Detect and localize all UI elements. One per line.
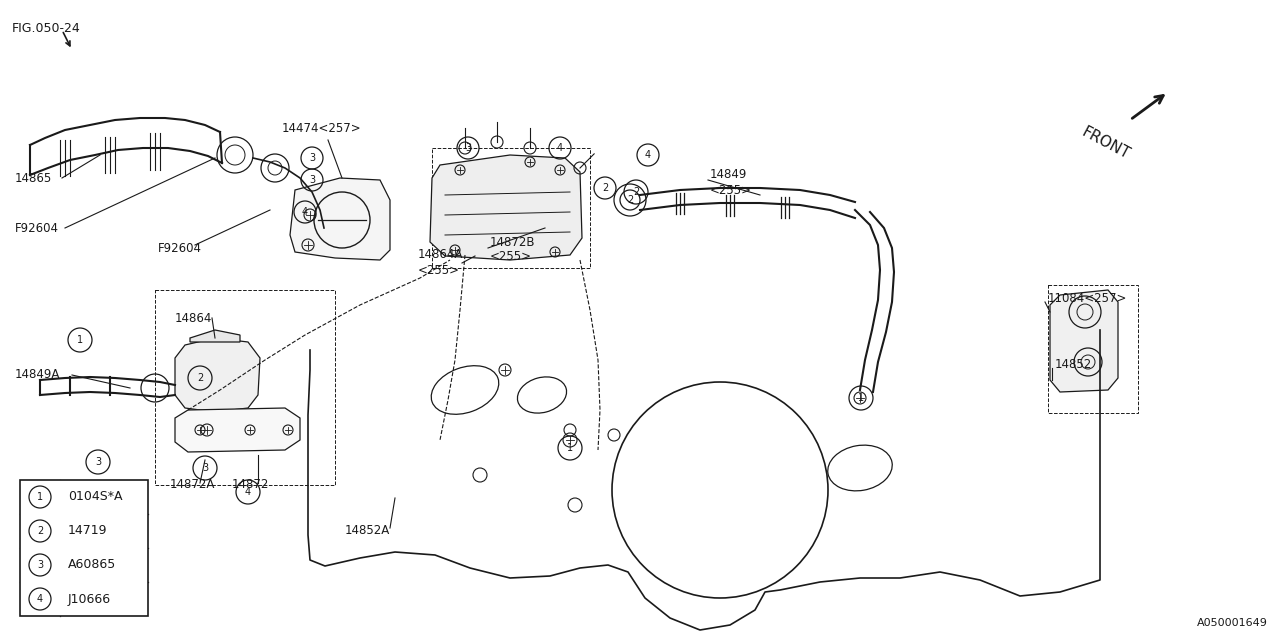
Text: 14872A: 14872A: [170, 479, 215, 492]
Text: 4: 4: [37, 594, 44, 604]
Text: FRONT: FRONT: [1079, 124, 1132, 162]
Text: 4: 4: [302, 207, 308, 217]
Text: <255>: <255>: [419, 264, 460, 276]
Text: 2: 2: [632, 187, 639, 197]
Polygon shape: [1050, 290, 1117, 392]
Text: 11084<257>: 11084<257>: [1048, 291, 1128, 305]
Text: 1: 1: [858, 393, 864, 403]
Text: F92604: F92604: [15, 221, 59, 234]
Bar: [155, 290, 335, 485]
Text: 3: 3: [95, 457, 101, 467]
Text: J10666: J10666: [68, 593, 111, 605]
Text: 14852: 14852: [1055, 358, 1092, 371]
Text: 2: 2: [602, 183, 608, 193]
Text: 14852A: 14852A: [346, 524, 390, 536]
Text: 14849: 14849: [710, 168, 748, 182]
Polygon shape: [291, 178, 390, 260]
Bar: [1048, 285, 1138, 413]
Text: 1: 1: [37, 492, 44, 502]
Text: A050001649: A050001649: [1197, 618, 1268, 628]
Polygon shape: [430, 155, 582, 260]
Text: 3: 3: [465, 143, 471, 153]
Polygon shape: [189, 330, 241, 342]
Text: 3: 3: [308, 175, 315, 185]
Text: 14864A: 14864A: [419, 248, 463, 262]
Text: 2: 2: [37, 526, 44, 536]
Text: <255>: <255>: [710, 184, 753, 196]
Text: 4: 4: [244, 487, 251, 497]
Text: 14865: 14865: [15, 172, 52, 184]
Text: 3: 3: [308, 153, 315, 163]
Text: 0104S*A: 0104S*A: [68, 490, 123, 504]
Polygon shape: [175, 338, 260, 412]
Text: <255>: <255>: [490, 250, 532, 264]
Text: 14849A: 14849A: [15, 369, 60, 381]
Text: 1: 1: [567, 443, 573, 453]
Text: 3: 3: [202, 463, 209, 473]
Text: 14474<257>: 14474<257>: [282, 122, 362, 134]
Text: 4: 4: [557, 143, 563, 153]
Bar: [433, 148, 590, 268]
Text: 14719: 14719: [68, 525, 108, 538]
Text: 1: 1: [77, 335, 83, 345]
Text: FIG.050-24: FIG.050-24: [12, 22, 81, 35]
Text: 14872B: 14872B: [490, 236, 535, 248]
Text: 2: 2: [627, 195, 634, 205]
Polygon shape: [175, 408, 300, 452]
Bar: [20, 480, 148, 616]
Text: 3: 3: [37, 560, 44, 570]
Text: 14864: 14864: [175, 312, 212, 324]
Text: 2: 2: [197, 373, 204, 383]
Text: A60865: A60865: [68, 559, 116, 572]
Text: 4: 4: [645, 150, 652, 160]
Text: F92604: F92604: [157, 241, 202, 255]
Text: 14872: 14872: [232, 479, 269, 492]
